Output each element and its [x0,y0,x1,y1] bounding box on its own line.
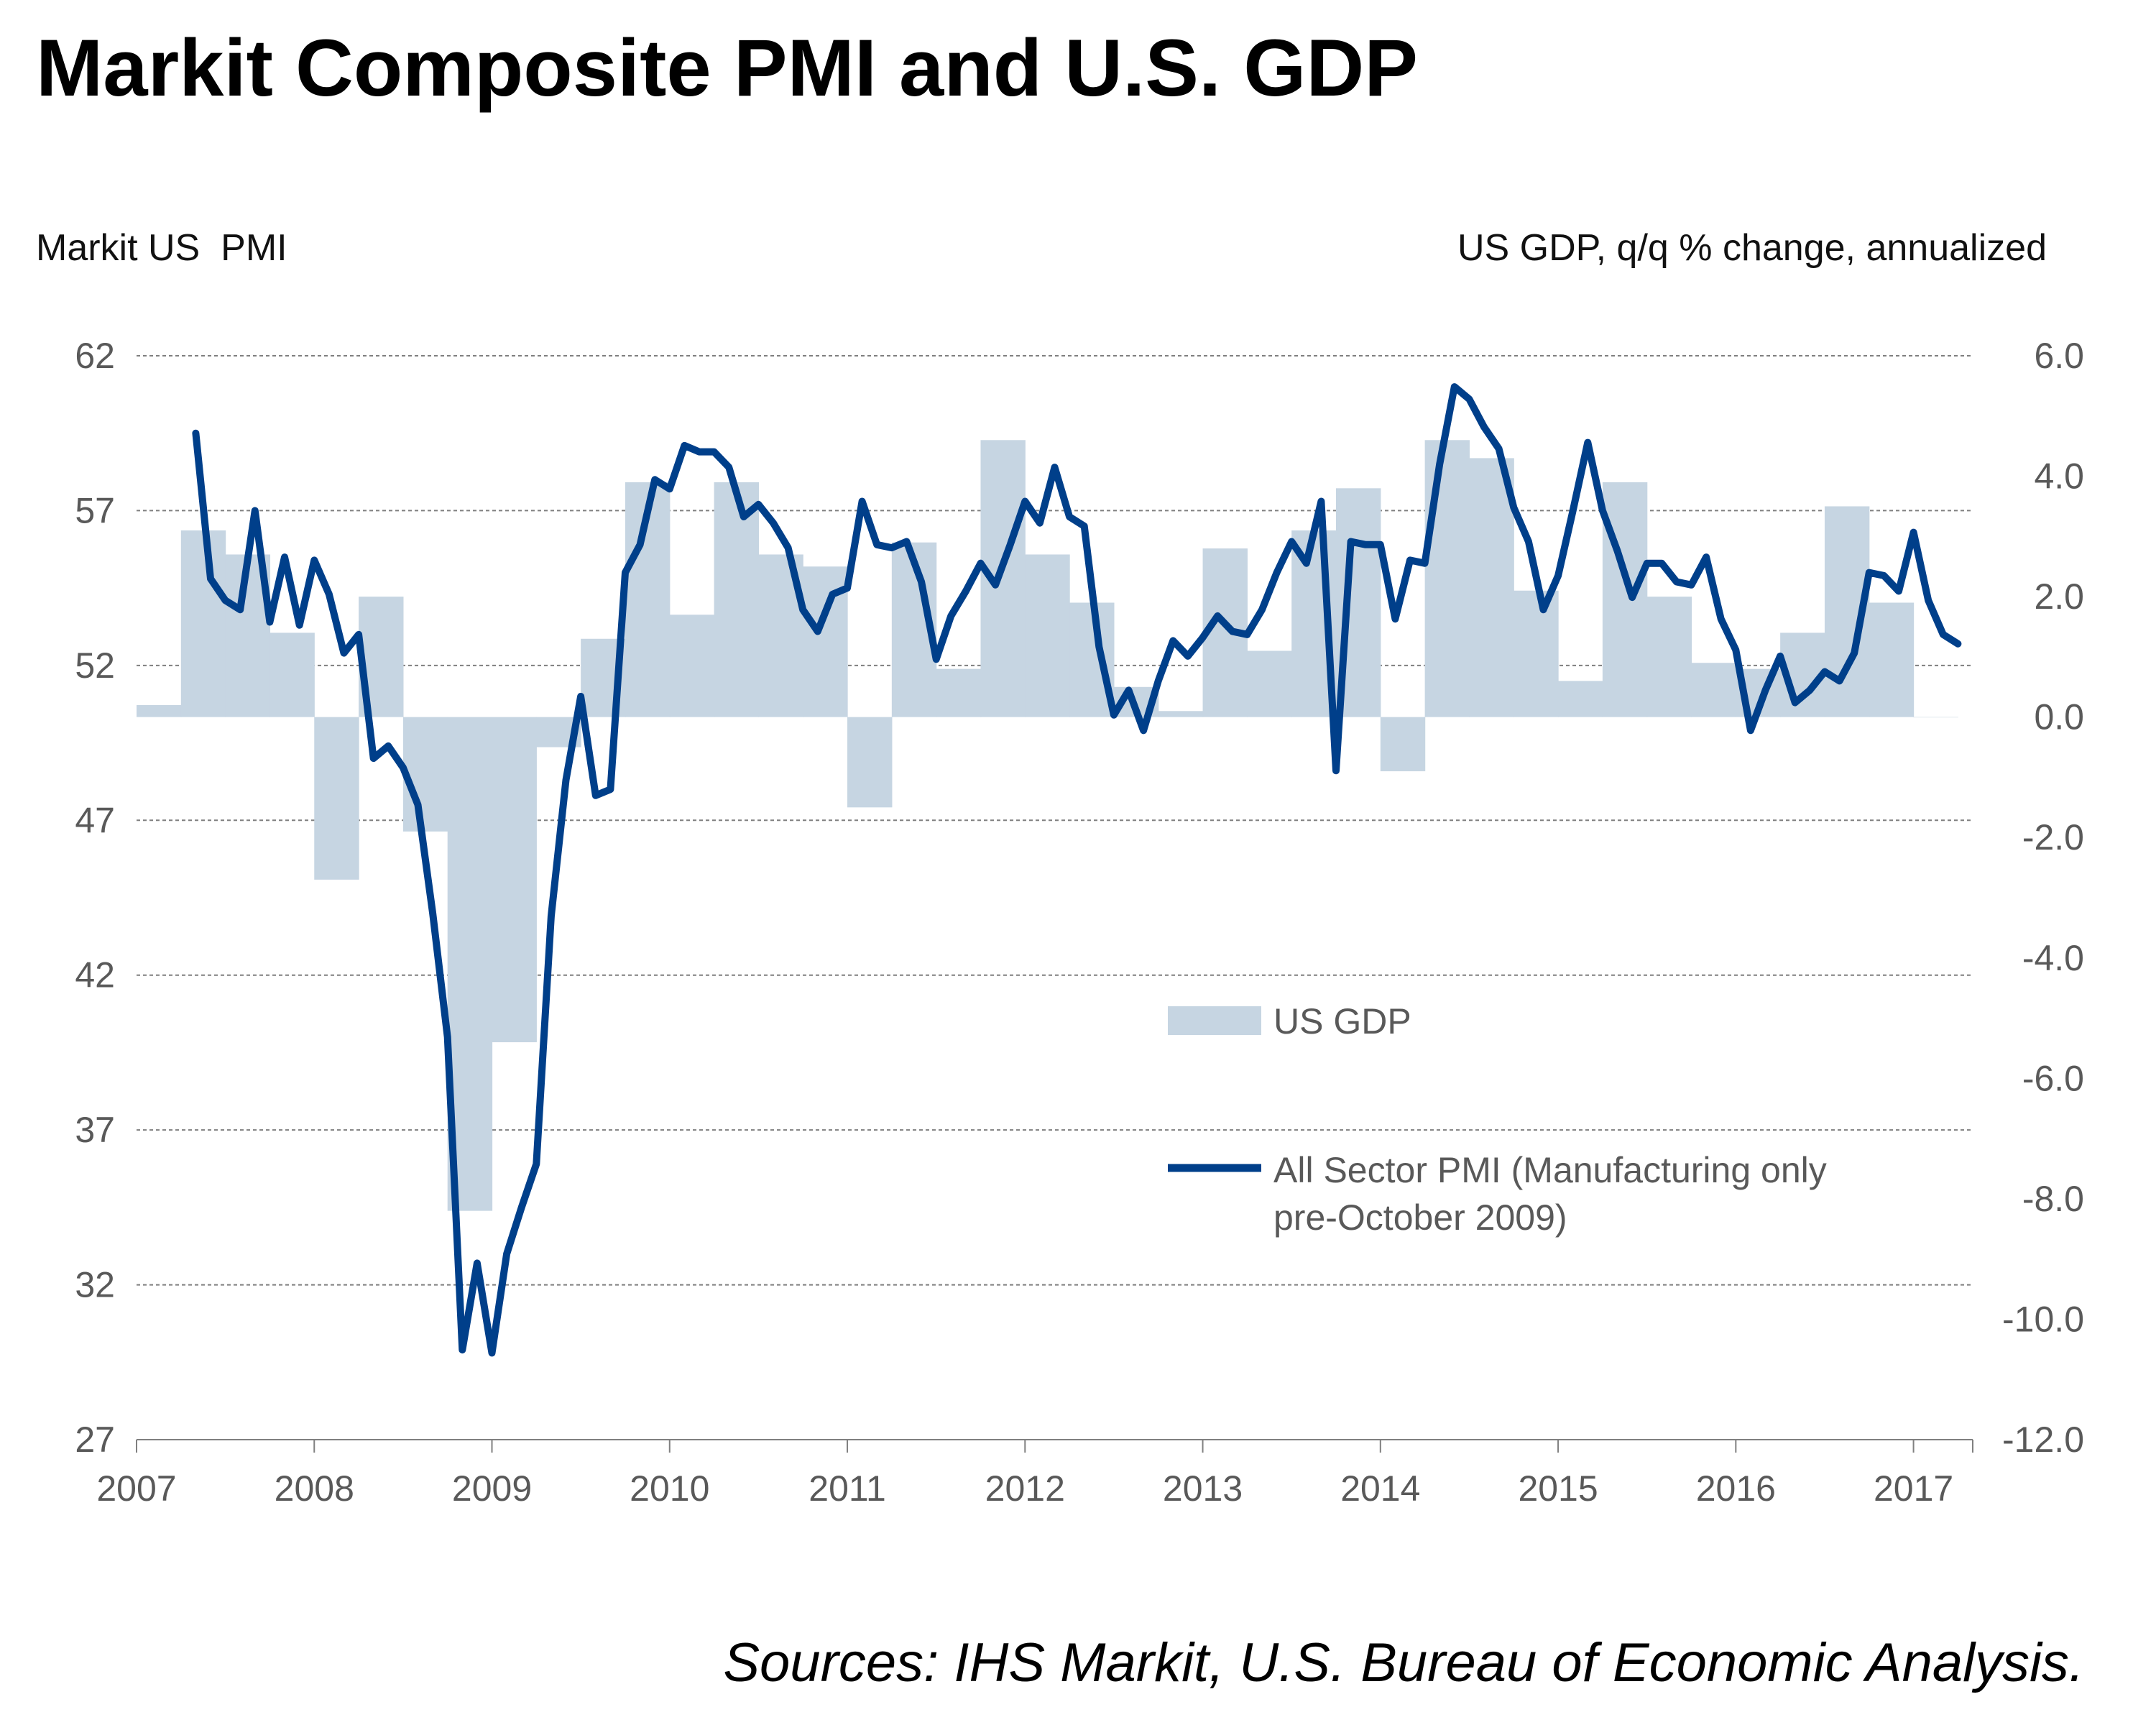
right-axis-title: US GDP, q/q % change, annualized [1457,227,2047,269]
x-tick-label: 2010 [630,1468,709,1509]
y-left-tick-label: 62 [75,336,115,376]
gdp-bar [1025,554,1070,717]
gdp-bar [402,717,448,832]
y-left-tick-label: 42 [75,955,115,995]
gdp-bar [936,668,982,717]
chart-title: Markit Composite PMI and U.S. GDP [36,23,1418,113]
y-right-tick-label: -2.0 [2022,817,2084,857]
x-tick-label: 2012 [985,1468,1065,1509]
gdp-bar [137,704,182,717]
y-right-tick-label: -8.0 [2022,1179,2084,1219]
x-tick-label: 2011 [808,1468,886,1509]
gdp-bar [1247,650,1292,717]
gdp-bars [137,440,1958,1211]
y-left-tick-label: 47 [75,800,115,840]
y-right-tick-label: 4.0 [2034,456,2084,497]
gdp-bar [180,530,226,717]
x-tick-label: 2007 [96,1468,176,1509]
gdp-bar [669,615,715,717]
gdp-bar [1380,717,1426,772]
y-left-tick-label: 37 [75,1110,115,1150]
legend-pmi-label-line1: All Sector PMI (Manufacturing only [1273,1150,1827,1190]
x-axis [136,1439,1973,1453]
gdp-bar [492,717,537,1043]
gdp-bar [1602,482,1648,717]
y-right-tick-label: 6.0 [2034,336,2084,376]
gdp-bar [714,482,760,717]
source-note: Sources: IHS Markit, U.S. Bureau of Econ… [723,1632,2084,1693]
y-left-tick-label: 52 [75,645,115,686]
y-right-tick-label: 2.0 [2034,576,2084,617]
x-tick-label: 2014 [1340,1468,1420,1509]
y-right-tick-label: -12.0 [2002,1420,2084,1460]
gdp-bar [1424,440,1470,717]
legend-pmi-label: All Sector PMI (Manufacturing only pre-O… [1273,1150,1837,1238]
legend-pmi-label-line2: pre-October 2009) [1273,1197,1567,1238]
y-left-tick-label: 32 [75,1265,115,1305]
x-tick-label: 2016 [1696,1468,1776,1509]
gdp-bar [847,717,893,808]
pmi-line [192,383,1962,1357]
x-tick-label: 2015 [1518,1468,1598,1509]
gdp-bar [1158,711,1204,717]
legend-gdp-label: US GDP [1273,1001,1411,1041]
legend-gdp-swatch [1168,1006,1261,1035]
x-tick-label: 2017 [1874,1468,1953,1509]
gdp-bar [1558,681,1603,717]
x-tick-label: 2009 [452,1468,532,1509]
x-tick-label: 2013 [1163,1468,1243,1509]
y-right-tick-label: -10.0 [2002,1299,2084,1339]
gdp-bar [270,632,315,717]
y-right-tick-label: -4.0 [2022,938,2084,978]
gdp-bar [1869,602,1915,717]
y-right-tick-label: 0.0 [2034,697,2084,737]
gdp-bar [1469,458,1514,717]
legend: US GDP All Sector PMI (Manufacturing onl… [1168,1001,1837,1238]
pmi-line-layer [192,383,1962,1357]
x-tick-label: 2008 [275,1468,354,1509]
gdp-bar [1913,717,1958,718]
gdp-bar [1646,597,1692,717]
y-left-tick-label: 57 [75,490,115,530]
y-left-tick-label: 27 [75,1420,115,1460]
gdp-bar [1514,590,1559,717]
gdp-bar [1691,663,1736,717]
tick-labels: 62 57 52 47 42 37 32 27 6.0 4.0 2.0 0.0 -2.0 -4.0 -6.0… [75,336,2084,1509]
y-right-tick-label: -6.0 [2022,1058,2084,1098]
left-axis-title: Markit US PMI [36,227,287,269]
gdp-bar [314,717,359,880]
